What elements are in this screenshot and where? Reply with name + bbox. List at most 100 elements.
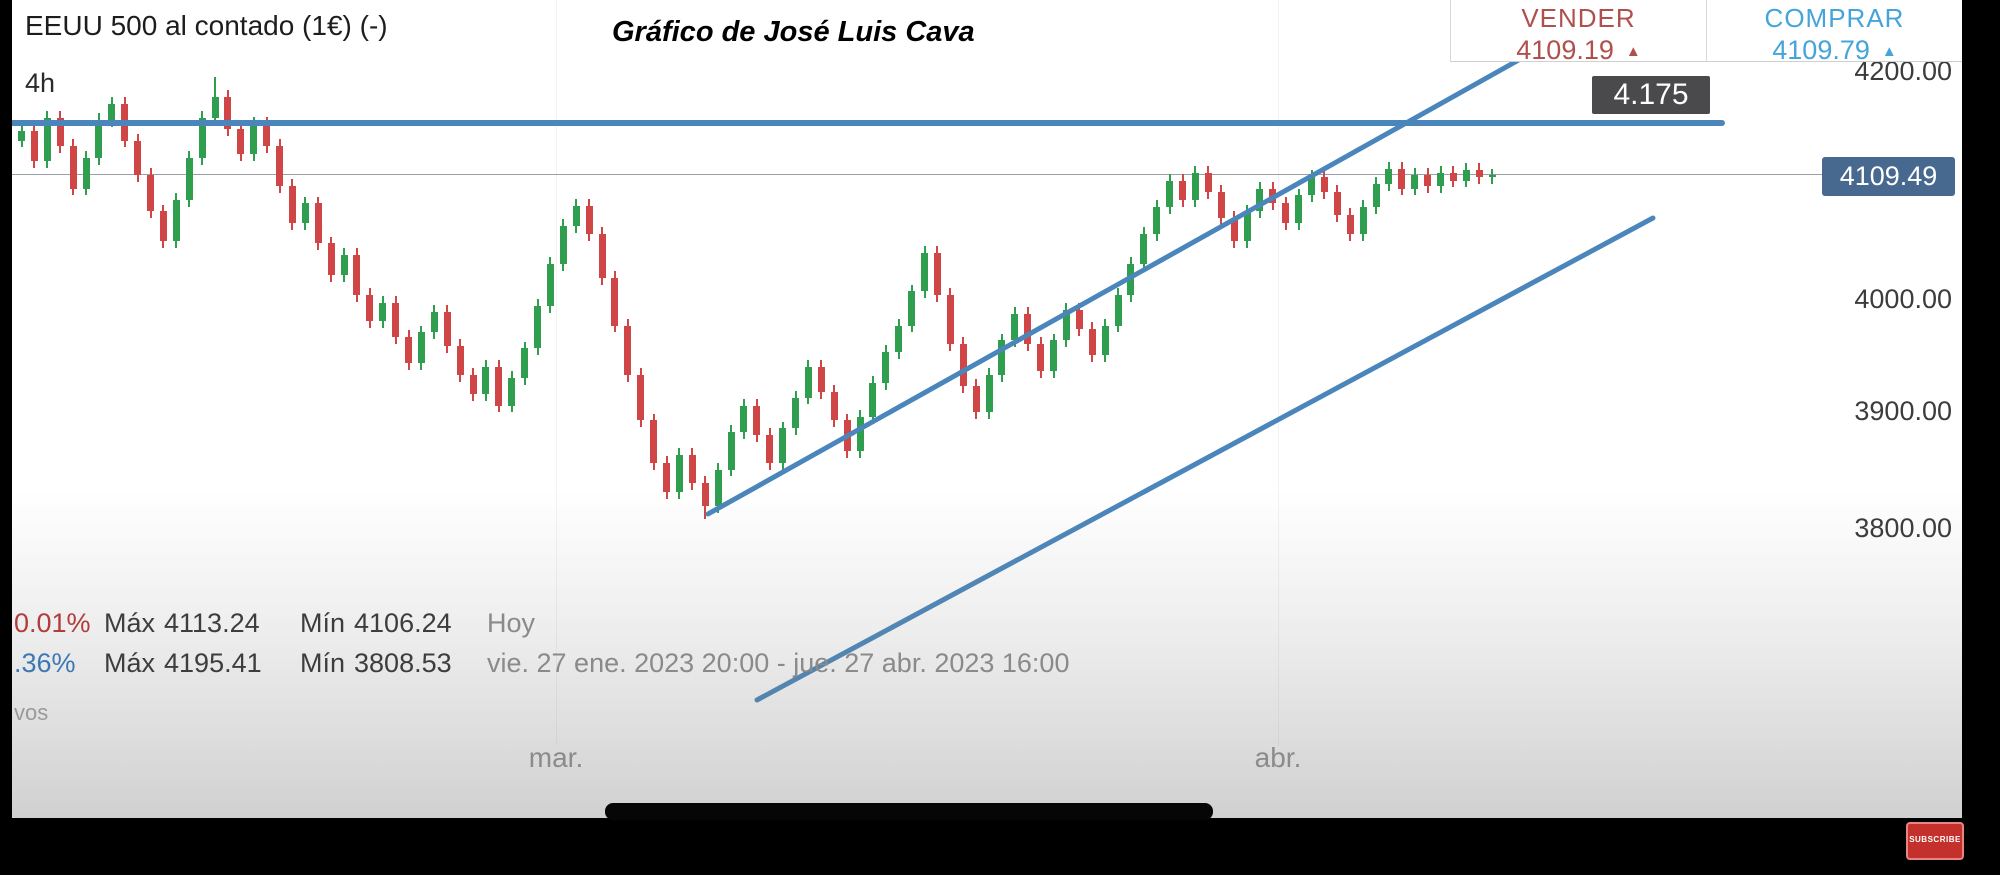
candle-body [1449, 172, 1457, 181]
candle-body [1282, 203, 1290, 223]
candle-body [1230, 218, 1238, 242]
candle-body [508, 378, 516, 406]
time-tick-label: mar. [528, 742, 584, 773]
range-min-value: 3808.53 [354, 648, 452, 678]
candle-body [95, 119, 103, 158]
buy-arrow-up-icon: ▲ [1881, 43, 1897, 60]
daily-min-label: Mín [300, 608, 346, 638]
candle-body [1346, 214, 1354, 235]
price-tick-label: 4000.00 [1854, 284, 1952, 314]
candle-body [1411, 174, 1419, 189]
candle-body [30, 131, 38, 162]
candle-body [1114, 294, 1122, 326]
range-max-value: 4195.41 [164, 648, 262, 678]
candle-body [1462, 170, 1470, 181]
candle-body [276, 146, 283, 187]
candle-body [443, 311, 451, 347]
candle-body [1075, 309, 1083, 330]
candle-body [856, 417, 864, 452]
daily-max: Máx 4113.24 [104, 608, 260, 639]
candle-body [18, 131, 25, 141]
candle-body [921, 252, 928, 292]
left-black-bar [0, 0, 12, 875]
candle-body [211, 97, 219, 118]
candle-body [237, 129, 245, 155]
candle-body [366, 294, 374, 322]
candle-body [456, 346, 464, 375]
candle-body [1308, 177, 1315, 196]
candle-body [727, 431, 735, 470]
sell-arrow-up-icon: ▲ [1625, 43, 1641, 60]
buy-button[interactable]: COMPRAR 4109.79 ▲ [1706, 0, 1962, 65]
candle-body [198, 117, 206, 158]
candle-body [701, 483, 709, 507]
candle-body [69, 146, 77, 189]
candle-body [585, 205, 593, 235]
candle-body [469, 374, 477, 395]
candle-body [56, 117, 64, 147]
candle-body [1088, 329, 1096, 356]
range-min-label: Mín [300, 648, 346, 678]
candle-body [314, 203, 322, 244]
subscribe-button[interactable]: SUBSCRIBE [1906, 822, 1964, 860]
candle-body [1320, 177, 1328, 192]
candle-body [301, 203, 309, 223]
candle-body [482, 366, 490, 395]
candle-body [1243, 211, 1251, 242]
candle-body [663, 462, 670, 493]
candle-body [804, 366, 812, 398]
candle-body [792, 397, 799, 429]
range-max: Máx 4195.41 [104, 648, 262, 679]
candle-body [43, 117, 51, 162]
candle-body [895, 325, 903, 352]
candle-body [1140, 234, 1148, 264]
candle-body [998, 340, 1006, 375]
daily-period-label: Hoy [487, 608, 536, 638]
candle-body [869, 382, 877, 418]
candle-body [263, 123, 271, 147]
player-control-bar[interactable] [605, 803, 1213, 820]
candle-body [1062, 309, 1070, 341]
candle-body [405, 337, 412, 364]
candle-body [340, 254, 348, 276]
candle-body [134, 140, 142, 175]
time-tick-label: abr. [1254, 742, 1302, 773]
candle-body [598, 234, 606, 278]
timeframe-selector[interactable]: 4h [25, 68, 56, 98]
candle-body [933, 252, 941, 295]
instrument-title: EEUU 500 al contado (1€) (-) [25, 10, 388, 41]
candle-body [1475, 170, 1483, 178]
candle-body [1398, 169, 1406, 189]
sell-price: 4109.19 [1516, 35, 1614, 65]
candle-body [147, 174, 154, 212]
candle-body [675, 454, 683, 493]
cutoff-text: vos [14, 700, 49, 725]
candle-body [1050, 340, 1057, 372]
date-range-label: vie. 27 ene. 2023 20:00 - jue. 27 abr. 2… [487, 648, 1070, 678]
range-change-pct: .36% [14, 648, 76, 678]
last-price-badge: 4109.49 [1822, 157, 1955, 196]
candle-body [611, 277, 619, 326]
resistance-level-label: 4.175 [1592, 76, 1710, 114]
candle-body [817, 366, 825, 392]
candle-body [1372, 183, 1380, 207]
candle-body [1153, 206, 1161, 235]
candle-body [1011, 314, 1019, 341]
candle-body [185, 157, 193, 200]
sell-button[interactable]: VENDER 4109.19 ▲ [1451, 0, 1706, 65]
candle-body [353, 254, 361, 295]
channel-watermark: Gráfico de José Luis Cava [612, 16, 975, 48]
candle-body [572, 205, 580, 227]
sell-label: VENDER [1521, 3, 1636, 33]
candle-body [714, 469, 722, 507]
candle-body [379, 302, 387, 322]
candle-body [972, 386, 980, 413]
candle-body [946, 294, 954, 344]
candle-body [1437, 172, 1444, 187]
candle-body [985, 374, 993, 413]
candle-body [546, 263, 554, 307]
range-max-label: Máx [104, 648, 156, 678]
